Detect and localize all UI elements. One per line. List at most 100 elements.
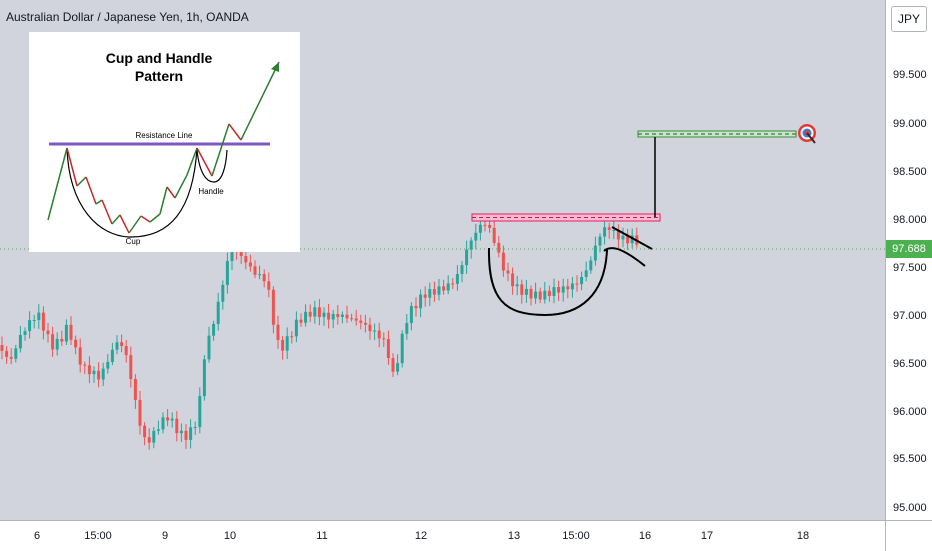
candle-body bbox=[97, 370, 101, 380]
candle-body bbox=[442, 286, 446, 291]
currency-button[interactable]: JPY bbox=[891, 6, 927, 32]
candle-body bbox=[377, 330, 381, 339]
candle-body bbox=[230, 247, 234, 262]
inset-title-line1: Cup and Handle bbox=[106, 50, 213, 66]
candle-body bbox=[414, 306, 418, 309]
candle-body bbox=[304, 311, 308, 323]
candle-body bbox=[552, 287, 556, 296]
candle-body bbox=[524, 288, 528, 295]
candle-body bbox=[557, 287, 561, 293]
cup-curve bbox=[66, 147, 198, 238]
candle-body bbox=[391, 358, 395, 372]
candle-body bbox=[612, 230, 616, 232]
candle-body bbox=[101, 368, 105, 380]
candle-body bbox=[492, 227, 496, 243]
price-label: 95.500 bbox=[893, 453, 927, 465]
time-label: 15:00 bbox=[562, 530, 590, 542]
candle-body bbox=[60, 338, 64, 342]
candle-body bbox=[584, 270, 588, 277]
target-icon bbox=[798, 124, 816, 144]
candle-body bbox=[593, 245, 597, 261]
candle-body bbox=[170, 418, 174, 421]
candlestick-chart[interactable] bbox=[0, 0, 885, 520]
candle-body bbox=[83, 364, 87, 366]
candle-body bbox=[147, 437, 151, 443]
time-label: 9 bbox=[161, 530, 169, 542]
candle-body bbox=[143, 425, 147, 438]
candle-body bbox=[405, 323, 409, 334]
candle-body bbox=[529, 288, 533, 299]
candle-body bbox=[409, 306, 413, 324]
candle-body bbox=[124, 345, 128, 356]
candle-body bbox=[161, 417, 165, 430]
candle-body bbox=[547, 290, 551, 296]
resistance-line-label: Resistance Line bbox=[136, 131, 193, 140]
time-label: 15:00 bbox=[84, 530, 112, 542]
candle-body bbox=[41, 312, 45, 331]
candle-body bbox=[5, 350, 9, 358]
candle-body bbox=[331, 313, 335, 320]
candle-body bbox=[538, 291, 542, 300]
candle-body bbox=[55, 338, 59, 350]
candle-body bbox=[432, 289, 436, 295]
candle-body bbox=[469, 240, 473, 250]
price-label: 98.000 bbox=[893, 214, 927, 226]
candle-body bbox=[294, 319, 298, 337]
time-label: 11 bbox=[316, 530, 328, 542]
candle-body bbox=[340, 314, 344, 317]
candle-body bbox=[221, 284, 225, 302]
candles-group bbox=[0, 216, 639, 450]
candle-body bbox=[423, 294, 427, 298]
candle-body bbox=[359, 320, 363, 323]
candle-body bbox=[488, 224, 492, 228]
candle-body bbox=[368, 324, 372, 332]
candle-body bbox=[120, 342, 124, 346]
candle-body bbox=[626, 235, 630, 244]
time-scale[interactable] bbox=[0, 520, 885, 551]
candle-body bbox=[317, 307, 321, 318]
candle-body bbox=[262, 274, 266, 282]
candle-body bbox=[216, 301, 220, 324]
time-label: 13 bbox=[507, 530, 521, 542]
candle-body bbox=[621, 235, 625, 240]
candle-body bbox=[607, 227, 611, 231]
candle-body bbox=[253, 266, 257, 275]
candle-body bbox=[281, 339, 285, 351]
candle-body bbox=[28, 320, 32, 332]
candle-body bbox=[244, 256, 248, 263]
time-label: 17 bbox=[700, 530, 714, 542]
candle-body bbox=[78, 347, 82, 365]
candle-body bbox=[501, 252, 505, 271]
candle-body bbox=[175, 418, 179, 434]
handle-curve bbox=[196, 149, 228, 183]
candle-body bbox=[483, 224, 487, 226]
candle-body bbox=[419, 294, 423, 309]
candle-body bbox=[308, 311, 312, 317]
candle-body bbox=[51, 334, 55, 350]
candle-body bbox=[166, 417, 170, 421]
candle-body bbox=[543, 290, 547, 300]
candle-body bbox=[239, 251, 243, 257]
candle-body bbox=[129, 355, 133, 380]
cup-and-handle-svg: Cup and Handle Pattern Resistance Line H… bbox=[47, 50, 280, 246]
candle-body bbox=[106, 361, 110, 369]
candle-body bbox=[497, 242, 501, 253]
candle-body bbox=[511, 273, 515, 287]
candle-body bbox=[193, 427, 197, 429]
handle-label: Handle bbox=[198, 187, 224, 196]
candle-body bbox=[570, 283, 574, 290]
time-label: 10 bbox=[223, 530, 237, 542]
candle-body bbox=[0, 345, 4, 351]
chart-title: Australian Dollar / Japanese Yen, 1h, OA… bbox=[6, 10, 249, 24]
price-scale[interactable] bbox=[885, 0, 932, 520]
candle-body bbox=[400, 333, 404, 364]
candle-body bbox=[258, 274, 262, 276]
price-label: 99.000 bbox=[893, 118, 927, 130]
candle-body bbox=[455, 273, 459, 284]
candle-body bbox=[396, 363, 400, 372]
candle-body bbox=[276, 324, 280, 340]
candle-body bbox=[198, 396, 202, 428]
price-label: 95.000 bbox=[893, 502, 927, 514]
candle-body bbox=[32, 320, 36, 322]
candle-body bbox=[506, 270, 510, 274]
